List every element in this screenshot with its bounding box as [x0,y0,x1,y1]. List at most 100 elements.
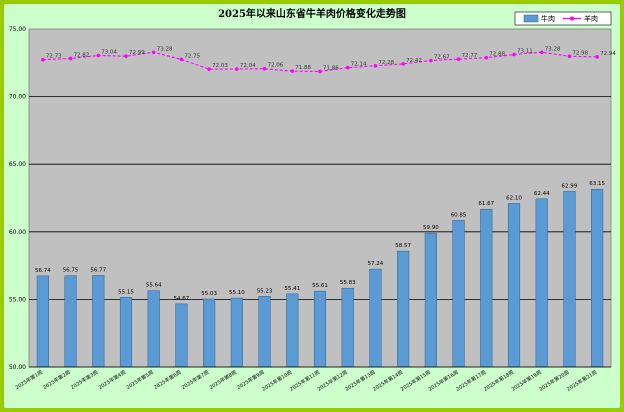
x-tick-label: 2025年第17周 [455,369,488,393]
mutton-point [512,52,516,57]
beef-bar [175,303,188,368]
x-tick-label: 2025年第13周 [344,369,377,393]
x-tick-label: 2025年第16周 [427,369,460,393]
x-tick-label: 2025年第8周 [208,369,238,391]
beef-bar [203,298,216,368]
beef-bar [64,275,77,368]
x-tick-label: 2025年第19周 [510,369,543,393]
beef-data-label: 56.77 [90,267,106,273]
beef-bar [230,297,243,368]
x-tick-label: 2025年第11周 [288,369,321,393]
beef-bar [369,268,382,368]
beef-bar [507,203,521,368]
mutton-point [179,57,184,62]
beef-data-label: 60.85 [451,212,467,218]
beef-bar [313,290,327,368]
beef-bar [563,191,576,368]
legend: 牛肉 羊肉 [514,11,612,26]
y-tick-label: 50.00 [9,364,26,371]
mutton-point [345,65,350,70]
beef-bar [397,250,410,368]
chart-title: 2025年以来山东省牛羊肉价格变化走势图 [218,7,406,20]
mutton-point [318,69,322,74]
mutton-point [595,55,599,59]
mutton-data-label: 72.04 [240,63,256,69]
mutton-data-label: 72.99 [129,50,145,56]
mutton-point [456,57,461,61]
beef-data-label: 58.57 [395,243,411,249]
legend-label-mutton: 羊肉 [584,14,598,23]
beef-data-label: 55.41 [284,286,300,292]
beef-data-label: 55.15 [118,289,134,295]
x-tick-label: 2025年第15周 [399,369,432,393]
mutton-data-label: 71.88 [295,65,311,71]
beef-bar [341,287,354,368]
plot-area: 50.00 55.00 60.00 65.00 70.00 75.00 56.74 56.75… [9,26,617,393]
y-tick-label: 65.00 [9,161,26,168]
mutton-data-label: 72.03 [212,63,228,69]
beef-bar [258,296,271,368]
x-tick-label: 2025年第18周 [482,369,515,393]
mutton-data-label: 72.42 [406,58,422,64]
legend-swatch-beef [523,14,539,23]
beef-data-label: 55.03 [201,291,217,297]
x-tick-label: 2025年第12周 [316,369,349,393]
mutton-data-label: 73.28 [157,46,173,52]
mutton-point [262,66,267,71]
beef-data-label: 55.10 [229,290,245,296]
x-tick-label: 2025年第20周 [538,369,571,393]
mutton-point [96,53,101,58]
x-tick-label: 2025年第3周 [69,369,99,391]
mutton-data-label: 72.82 [74,52,90,58]
beef-data-label: 55.61 [312,283,328,289]
mutton-data-label: 72.75 [184,53,200,59]
beef-bar [452,220,465,368]
mutton-data-label: 73.11 [517,49,533,55]
x-tick-label: 2025年第10周 [261,369,294,393]
beef-data-label: 62.44 [534,191,550,197]
x-tick-label: 2025年第4周 [97,369,127,391]
mutton-data-label: 72.73 [46,54,62,60]
mutton-point [401,62,405,66]
beef-data-label: 54.67 [174,296,190,302]
beef-data-label: 62.10 [506,195,522,201]
mutton-data-label: 72.67 [434,55,450,61]
beef-data-label: 59.90 [423,225,439,231]
mutton-data-label: 71.86 [323,65,339,71]
mutton-point [373,63,378,68]
beef-data-label: 61.67 [478,201,494,207]
legend-label-beef: 牛肉 [541,14,555,23]
beef-data-label: 55.64 [146,283,162,289]
mutton-point [41,57,45,62]
y-tick-label: 55.00 [9,296,26,303]
beef-bar [286,293,299,368]
beef-data-label: 56.74 [35,268,51,274]
mutton-data-label: 73.04 [101,49,117,55]
y-tick-label: 70.00 [9,94,26,101]
x-tick-label: 2025年第14周 [372,369,405,393]
beef-bar [36,275,49,368]
y-tick-label: 75.00 [9,26,26,33]
mutton-data-label: 73.28 [545,46,561,52]
x-tick-label: 2025年第1周 [14,369,44,391]
x-tick-label: 2025年第7周 [180,369,210,391]
x-tick-label: 2025年第21周 [566,369,599,393]
beef-data-label: 55.23 [257,288,273,294]
beef-data-label: 55.83 [340,280,356,286]
beef-bar [535,198,548,368]
mutton-point [151,50,156,55]
mutton-point [539,50,544,55]
beef-data-label: 63.15 [589,181,605,187]
x-tick-label: 2025年第6周 [153,369,183,391]
mutton-point [207,67,211,71]
mutton-point [68,56,73,61]
mutton-data-label: 72.14 [351,62,367,68]
mutton-data-label: 72.88 [489,52,505,58]
beef-data-label: 57.24 [368,261,384,267]
beef-data-label: 56.75 [63,268,79,274]
mutton-point [567,54,572,59]
beef-bar [92,275,105,368]
beef-bar [424,232,437,368]
